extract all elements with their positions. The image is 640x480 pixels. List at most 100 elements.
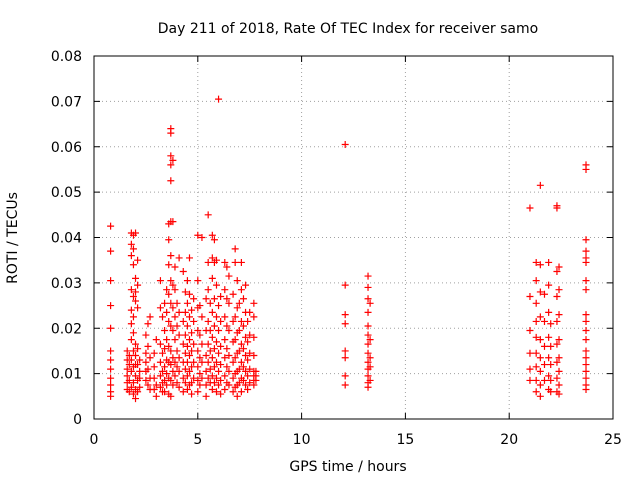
data-point bbox=[127, 320, 135, 328]
data-point bbox=[204, 358, 212, 366]
data-point bbox=[215, 367, 223, 375]
data-point bbox=[582, 277, 590, 285]
data-point bbox=[210, 236, 218, 244]
data-point bbox=[206, 365, 214, 373]
data-point bbox=[163, 308, 171, 316]
data-point bbox=[173, 379, 181, 387]
data-point bbox=[161, 363, 169, 371]
data-point bbox=[555, 336, 563, 344]
data-point bbox=[194, 388, 202, 396]
data-point bbox=[171, 358, 179, 366]
y-tick-label: 0.07 bbox=[51, 94, 82, 110]
data-point bbox=[194, 277, 202, 285]
data-point bbox=[244, 317, 252, 325]
data-point bbox=[185, 254, 193, 262]
y-tick-label: 0.06 bbox=[51, 140, 82, 156]
data-point bbox=[161, 388, 169, 396]
data-point bbox=[237, 286, 245, 294]
data-point bbox=[582, 347, 590, 355]
data-point bbox=[196, 302, 204, 310]
data-point bbox=[526, 292, 534, 300]
data-point bbox=[532, 363, 540, 371]
x-tick-label: 0 bbox=[90, 432, 99, 448]
data-point bbox=[107, 347, 115, 355]
x-tick-label: 25 bbox=[604, 432, 622, 448]
data-point bbox=[250, 313, 258, 321]
data-point bbox=[173, 299, 181, 307]
data-point bbox=[167, 376, 175, 384]
data-point bbox=[210, 379, 218, 387]
data-point bbox=[146, 354, 154, 362]
data-point bbox=[198, 374, 206, 382]
data-point bbox=[167, 177, 175, 185]
data-point bbox=[532, 277, 540, 285]
data-point bbox=[144, 320, 152, 328]
data-point bbox=[136, 367, 144, 375]
data-point bbox=[183, 322, 191, 330]
data-point bbox=[202, 392, 210, 400]
data-point bbox=[536, 261, 544, 269]
data-point bbox=[190, 374, 198, 382]
data-point bbox=[553, 340, 561, 348]
data-point bbox=[553, 204, 561, 212]
data-point bbox=[134, 361, 142, 369]
data-point bbox=[181, 331, 189, 339]
x-tick-label: 10 bbox=[293, 432, 311, 448]
data-point bbox=[165, 236, 173, 244]
data-point bbox=[547, 342, 555, 350]
data-point bbox=[142, 331, 150, 339]
data-point bbox=[341, 347, 349, 355]
data-point bbox=[150, 386, 158, 394]
data-point bbox=[156, 340, 164, 348]
data-point bbox=[165, 261, 173, 269]
data-point bbox=[208, 308, 216, 316]
data-point bbox=[156, 358, 164, 366]
data-point bbox=[156, 277, 164, 285]
data-point bbox=[231, 258, 239, 266]
data-point bbox=[179, 374, 187, 382]
data-point bbox=[152, 381, 160, 389]
data-point bbox=[246, 365, 254, 373]
data-point bbox=[161, 299, 169, 307]
data-point bbox=[190, 340, 198, 348]
data-point bbox=[208, 254, 216, 262]
data-point bbox=[204, 258, 212, 266]
data-point bbox=[540, 376, 548, 384]
data-point bbox=[221, 386, 229, 394]
data-point bbox=[204, 211, 212, 219]
data-point bbox=[532, 388, 540, 396]
data-point bbox=[217, 361, 225, 369]
data-point bbox=[582, 327, 590, 335]
data-point bbox=[196, 381, 204, 389]
data-point bbox=[364, 283, 372, 291]
data-point bbox=[536, 336, 544, 344]
data-point bbox=[536, 354, 544, 362]
x-tick-label: 15 bbox=[396, 432, 414, 448]
data-point bbox=[225, 272, 233, 280]
data-point bbox=[163, 381, 171, 389]
data-point bbox=[190, 358, 198, 366]
data-point bbox=[221, 336, 229, 344]
data-point bbox=[188, 390, 196, 398]
data-point bbox=[210, 322, 218, 330]
data-point bbox=[239, 376, 247, 384]
data-point bbox=[167, 322, 175, 330]
data-point bbox=[196, 331, 204, 339]
data-point bbox=[129, 313, 137, 321]
data-point bbox=[167, 277, 175, 285]
data-point bbox=[221, 354, 229, 362]
data-point bbox=[540, 317, 548, 325]
data-point bbox=[223, 322, 231, 330]
data-point bbox=[185, 351, 193, 359]
data-point bbox=[156, 372, 164, 380]
y-tick-label: 0.03 bbox=[51, 276, 82, 292]
data-point bbox=[540, 361, 548, 369]
data-point bbox=[341, 281, 349, 289]
data-point bbox=[553, 292, 561, 300]
data-point bbox=[547, 376, 555, 384]
data-point bbox=[553, 358, 561, 366]
data-point bbox=[364, 358, 372, 366]
data-point bbox=[123, 365, 131, 373]
data-point bbox=[206, 327, 214, 335]
data-point bbox=[532, 349, 540, 357]
